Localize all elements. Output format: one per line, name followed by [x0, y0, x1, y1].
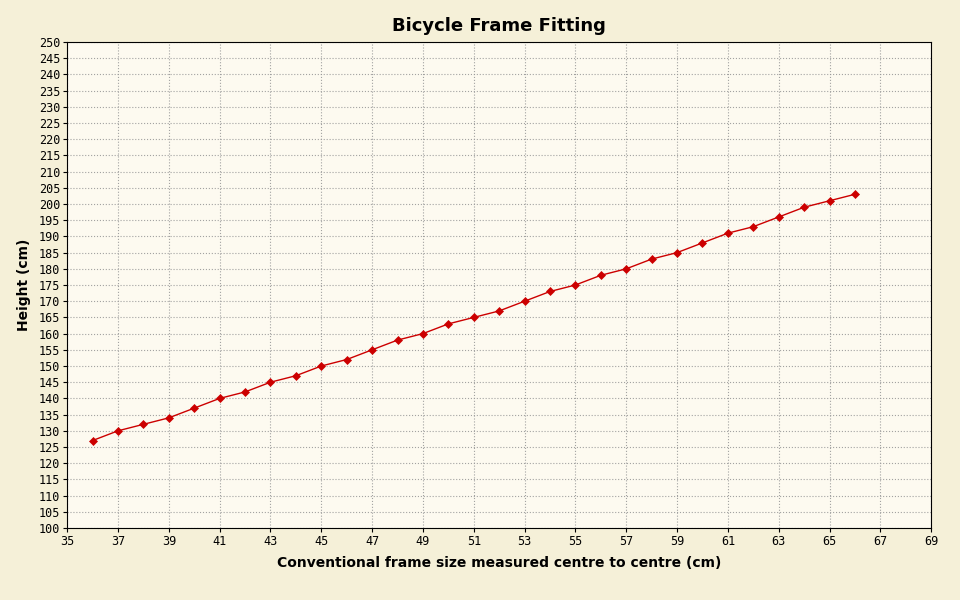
Y-axis label: Height (cm): Height (cm) — [16, 239, 31, 331]
Title: Bicycle Frame Fitting: Bicycle Frame Fitting — [393, 17, 606, 35]
X-axis label: Conventional frame size measured centre to centre (cm): Conventional frame size measured centre … — [277, 556, 721, 570]
